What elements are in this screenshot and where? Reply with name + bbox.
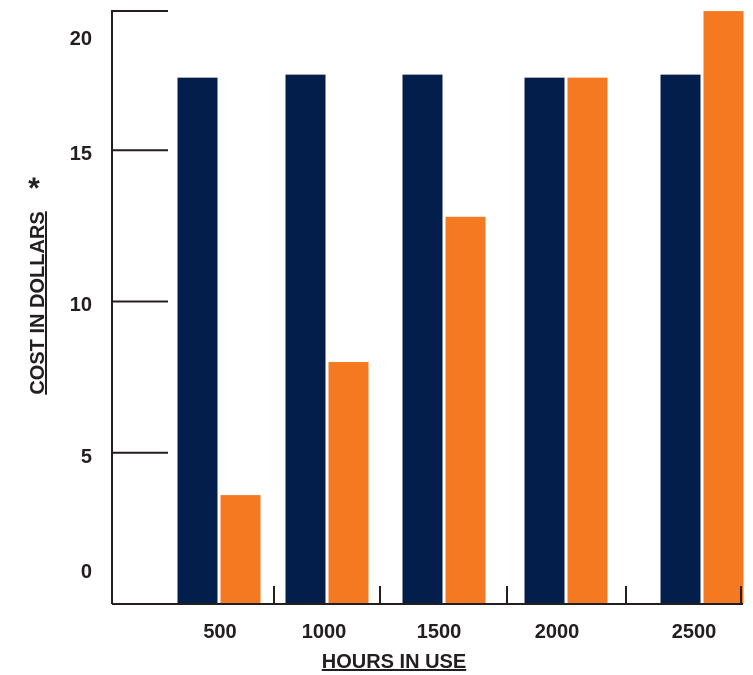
bar-2500-series-1 <box>660 74 701 604</box>
bar-500-series-2 <box>220 495 261 604</box>
x-tick-label-1000: 1000 <box>302 621 347 643</box>
labels-layer: 0 5 10 15 20 500 1000 1500 2000 2500 <box>70 28 717 643</box>
x-tick-label-2000: 2000 <box>535 621 580 643</box>
y-tick-label-15: 15 <box>70 143 92 165</box>
y-axis-title: COST IN DOLLARS <box>27 211 49 394</box>
bar-500-series-1 <box>177 77 218 604</box>
axes-layer <box>111 10 743 605</box>
bars-layer <box>177 11 744 605</box>
bar-2000-series-2 <box>567 77 608 604</box>
y-tick-label-0: 0 <box>81 561 92 583</box>
y-tick-label-5: 5 <box>81 446 92 468</box>
bar-2000-series-1 <box>524 77 565 604</box>
y-tick-label-10: 10 <box>70 294 92 316</box>
x-tick-label-500: 500 <box>203 621 236 643</box>
bar-2500-series-2 <box>703 11 744 605</box>
y-axis-title-asterisk: * <box>28 172 40 205</box>
y-tick-label-20: 20 <box>70 28 92 50</box>
x-tick-label-1500: 1500 <box>417 621 462 643</box>
x-axis-title: HOURS IN USE <box>322 651 466 673</box>
bar-1500-series-2 <box>445 216 486 605</box>
bar-1000-series-1 <box>285 74 326 604</box>
y-axis-title-group: COST IN DOLLARS <box>27 211 49 394</box>
bar-1500-series-1 <box>402 74 443 604</box>
x-tick-label-2500: 2500 <box>672 621 717 643</box>
bar-1000-series-2 <box>328 362 369 604</box>
